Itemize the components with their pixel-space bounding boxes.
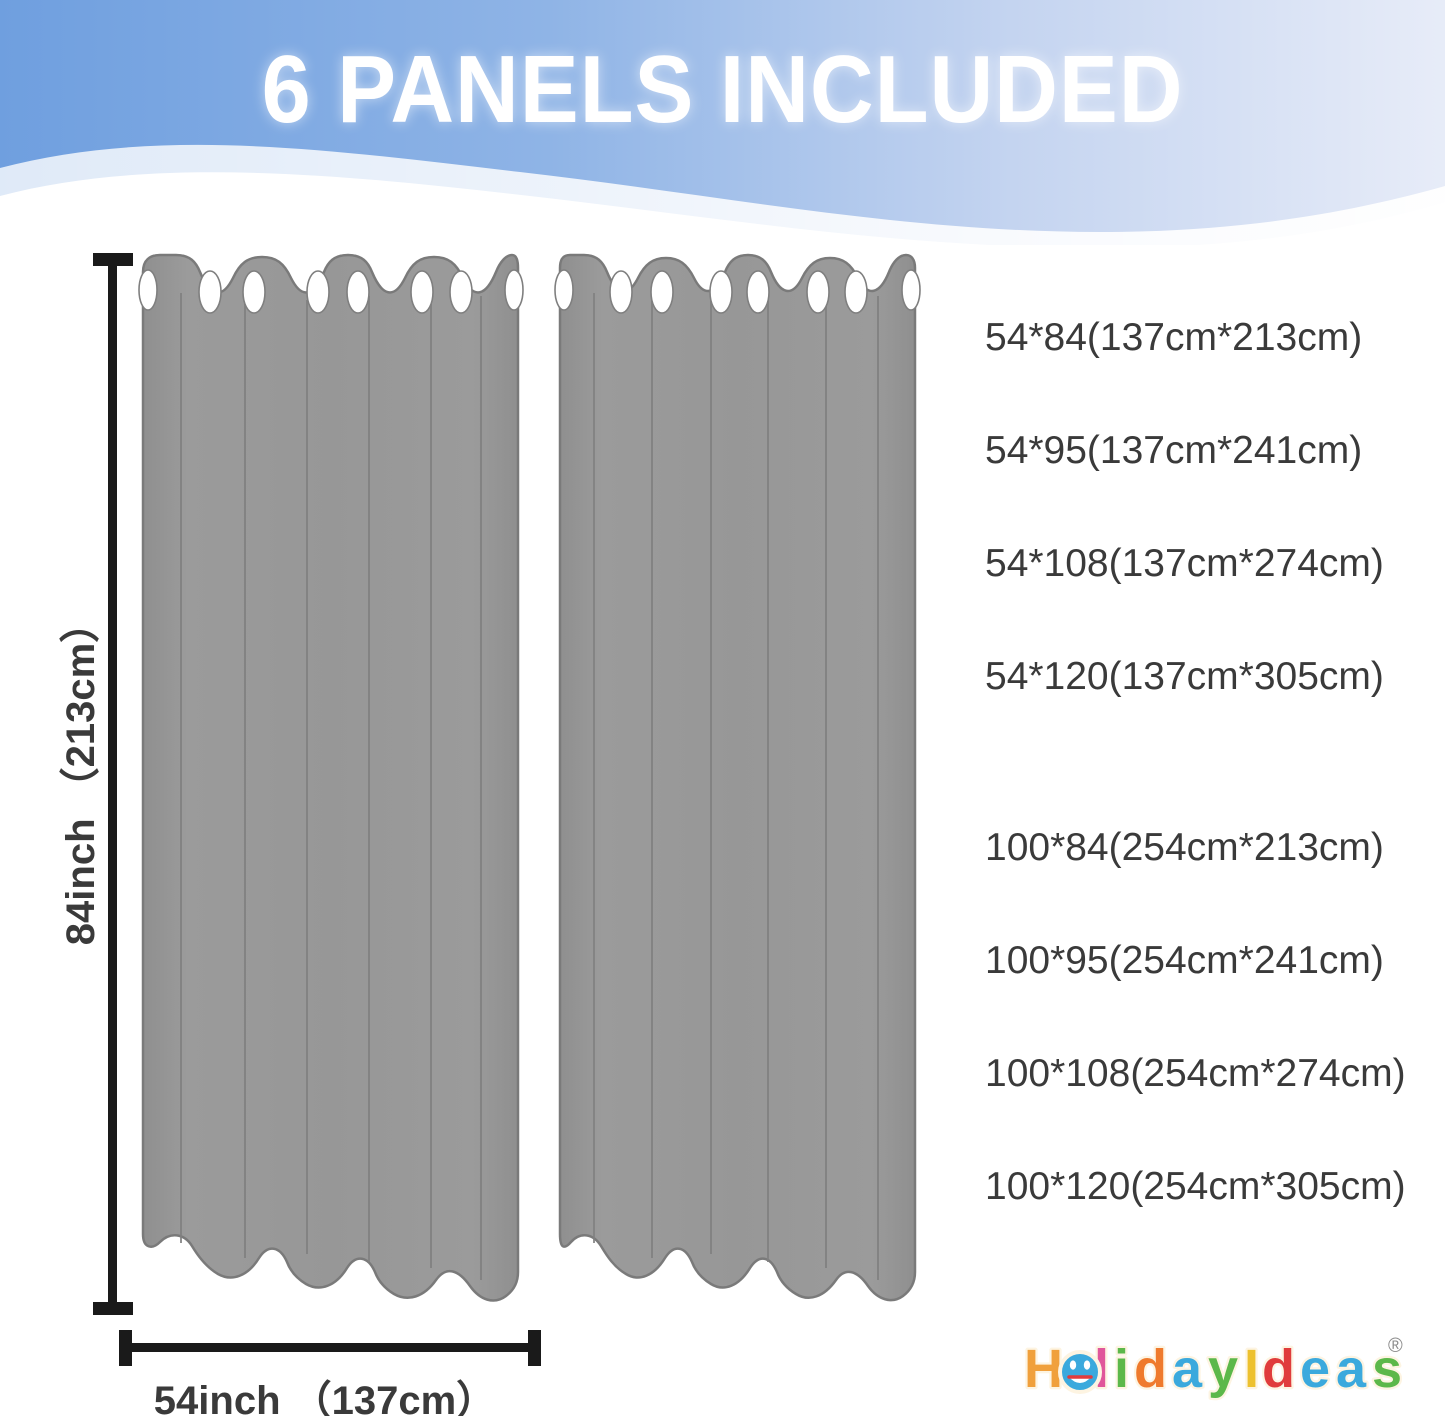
banner-background	[0, 0, 1445, 245]
grommet-row-left	[138, 269, 524, 314]
header-banner: 6 PANELS INCLUDED	[0, 0, 1445, 245]
height-line-bottom-cap	[93, 1302, 133, 1315]
banner-wave-front	[0, 172, 1445, 245]
height-line-shaft	[108, 253, 117, 1315]
grommet-icon	[554, 269, 574, 311]
logo-letter-a2: a	[1336, 1339, 1367, 1399]
grommet-icon	[901, 269, 921, 311]
grommet-icon	[410, 270, 434, 314]
width-line-shaft	[119, 1343, 541, 1352]
panel-left-fold-lines	[180, 293, 482, 1280]
panel-group-left	[138, 253, 524, 1302]
size-group-100-inch-wide: 100*84(254cm*213cm) 100*95(254cm*241cm) …	[985, 826, 1406, 1278]
grommet-icon	[198, 270, 222, 314]
width-dimension-label: 54inch （137cm）	[153, 1379, 497, 1416]
logo-letter-s: s	[1372, 1339, 1402, 1399]
grommet-icon	[609, 270, 633, 314]
grommet-icon	[306, 270, 330, 314]
grommet-row-right	[554, 269, 921, 314]
logo-letter-y: y	[1208, 1339, 1238, 1399]
grommet-icon	[449, 270, 473, 314]
brand-logo: H l i d a y I d e a s ®	[1022, 1335, 1404, 1401]
grommet-icon	[844, 270, 868, 314]
grommet-icon	[138, 269, 158, 311]
grommet-icon	[242, 270, 266, 314]
logo-letter-d2: d	[1262, 1339, 1295, 1399]
logo-letter-e: e	[1300, 1339, 1330, 1399]
grommet-icon	[504, 269, 524, 311]
grommet-icon	[346, 270, 370, 314]
size-option: 100*120(254cm*305cm)	[985, 1165, 1406, 1208]
height-dimension-label: 84inch （213cm）	[59, 602, 103, 946]
height-dimension-line	[93, 253, 133, 1315]
logo-smiley-o-icon	[1058, 1350, 1102, 1394]
logo-letter-I: I	[1244, 1339, 1259, 1399]
size-option: 54*84(137cm*213cm)	[985, 316, 1363, 359]
grommet-icon	[806, 270, 830, 314]
grommet-icon	[746, 270, 770, 314]
grommet-icon	[650, 270, 674, 314]
curtain-panel-left	[141, 253, 520, 1302]
grommet-icon	[709, 270, 733, 314]
size-option: 100*95(254cm*241cm)	[985, 939, 1384, 982]
curtain-panel-right	[558, 253, 917, 1302]
page-title: 6 PANELS INCLUDED	[261, 36, 1184, 143]
width-line-right-cap	[528, 1330, 541, 1366]
width-dimension-line	[119, 1330, 541, 1366]
size-option: 100*108(254cm*274cm)	[985, 1052, 1406, 1095]
panel-right-fold-lines	[593, 293, 879, 1280]
logo-letter-i: i	[1114, 1339, 1129, 1399]
registered-trademark-icon: ®	[1388, 1335, 1403, 1357]
logo-letter-a: a	[1172, 1339, 1203, 1399]
size-option: 54*120(137cm*305cm)	[985, 655, 1384, 698]
size-option-list: 54*84(137cm*213cm) 54*95(137cm*241cm) 54…	[985, 316, 1406, 1278]
size-option: 100*84(254cm*213cm)	[985, 826, 1384, 869]
panel-group-right	[554, 253, 921, 1302]
size-option: 54*108(137cm*274cm)	[985, 542, 1384, 585]
logo-letter-h: H	[1024, 1339, 1063, 1399]
size-group-54-inch-wide: 54*84(137cm*213cm) 54*95(137cm*241cm) 54…	[985, 316, 1405, 768]
logo-letter-d: d	[1134, 1339, 1167, 1399]
size-option: 54*95(137cm*241cm)	[985, 429, 1363, 472]
